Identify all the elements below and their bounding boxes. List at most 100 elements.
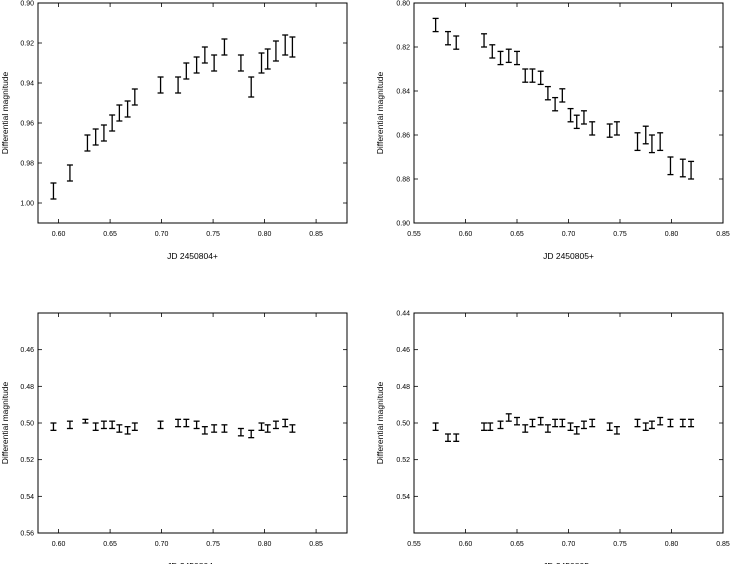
x-axis-label: JD 2450805+ (543, 251, 594, 261)
x-tick-label: 0.65 (510, 541, 524, 548)
data-point (642, 125, 649, 145)
x-tick-label: 0.55 (407, 231, 421, 238)
data-point (657, 132, 664, 152)
data-point (453, 433, 460, 442)
data-point (648, 134, 655, 154)
data-point (667, 418, 674, 428)
data-point (109, 114, 116, 132)
y-axis-label: Differential magnitude (0, 381, 10, 464)
y-tick-label: 0.52 (396, 457, 410, 464)
y-tick-label: 0.44 (396, 311, 410, 318)
data-point (634, 418, 641, 428)
data-point (258, 422, 265, 431)
y-tick-label: 0.86 (396, 133, 410, 140)
data-point (667, 156, 674, 176)
x-tick-label: 0.80 (665, 231, 679, 238)
data-point (175, 76, 182, 94)
y-tick-label: 0.46 (396, 347, 410, 354)
data-point (157, 76, 164, 94)
data-point (648, 420, 655, 430)
data-point (497, 50, 504, 66)
data-point (589, 121, 596, 136)
y-tick-label: 0.56 (20, 531, 34, 538)
data-point (514, 416, 520, 426)
data-point (66, 420, 73, 430)
y-tick-label: 0.48 (396, 384, 410, 391)
x-axis-label: JD 2450805+ (543, 561, 594, 564)
y-tick-label: 0.90 (20, 1, 34, 8)
panel-top-right: 0.55 0.60 0.65 0.70 0.75 0.80 0.85 0.80 0.82 0.84… (375, 1, 730, 262)
x-tick-label: 0.85 (309, 541, 323, 548)
data-point (444, 30, 451, 46)
data-point (522, 68, 529, 83)
x-tick-label: 0.75 (613, 541, 627, 548)
x-tick-label: 0.80 (665, 541, 679, 548)
y-axis-label: Differential magnitude (0, 71, 10, 154)
data-point (50, 182, 57, 200)
data-point (613, 121, 620, 136)
panel-bottom-right: 0.55 0.60 0.65 0.70 0.75 0.80 0.85 0.44 0.46 0.48… (375, 311, 730, 564)
data-point (272, 420, 279, 430)
data-point (66, 164, 73, 182)
x-tick-label: 0.80 (258, 231, 272, 238)
data-point (116, 104, 123, 122)
data-point (183, 418, 190, 428)
data-point (514, 50, 520, 66)
data-point (552, 96, 559, 112)
data-point (688, 160, 695, 180)
y-tick-label: 0.82 (396, 45, 410, 52)
data-point (221, 424, 228, 433)
plot-frame (37, 2, 348, 224)
data-point (237, 54, 244, 72)
data-point (248, 429, 255, 439)
y-tick-label: 0.48 (20, 384, 34, 391)
y-tick-label: 0.46 (20, 347, 34, 354)
y-axis-label: Differential magnitude (375, 71, 385, 154)
data-point (559, 418, 566, 428)
x-tick-label: 0.60 (52, 231, 66, 238)
data-point (444, 433, 451, 442)
data-point (116, 424, 123, 433)
panel-top-left: 0.60 0.65 0.70 0.75 0.80 0.85 0.90 0.92 0.94 0.96… (0, 1, 348, 261)
data-point (193, 56, 200, 74)
data-point (544, 85, 551, 101)
data-point (82, 418, 89, 424)
data-point (522, 424, 529, 433)
data-point (157, 420, 164, 430)
data-point (481, 33, 488, 48)
y-tick-label: 0.50 (396, 421, 410, 428)
data-point (481, 422, 488, 431)
data-point (100, 420, 107, 430)
x-tick-label: 0.60 (52, 541, 66, 548)
data-point (573, 426, 580, 435)
data-point (201, 46, 208, 64)
x-tick-label: 0.60 (459, 231, 473, 238)
data-point (487, 422, 494, 431)
data-point (211, 54, 218, 72)
data-point (221, 38, 228, 56)
data-point (634, 132, 641, 152)
data-point (248, 76, 255, 98)
data-point (237, 427, 244, 437)
y-tick-label: 0.88 (396, 177, 410, 184)
x-axis-label: JD 2450804+ (167, 251, 218, 261)
y-tick-label: 0.90 (396, 221, 410, 228)
x-tick-label: 0.65 (103, 541, 117, 548)
data-point (679, 158, 686, 178)
data-point (453, 35, 460, 50)
data-point (109, 420, 116, 430)
x-tick-label: 0.80 (258, 541, 272, 548)
data-point (642, 422, 649, 431)
y-tick-label: 0.54 (396, 494, 410, 501)
x-tick-label: 0.75 (206, 541, 220, 548)
data-point (497, 420, 504, 430)
data-point (84, 134, 91, 152)
y-tick-label: 0.96 (20, 121, 34, 128)
data-point (289, 424, 296, 433)
x-tick-label: 0.75 (206, 231, 220, 238)
data-point (432, 422, 439, 431)
y-tick-label: 0.94 (20, 81, 34, 88)
data-point (50, 422, 57, 431)
x-axis-label: JD 2450804+ (167, 561, 218, 564)
x-tick-label: 0.65 (510, 231, 524, 238)
